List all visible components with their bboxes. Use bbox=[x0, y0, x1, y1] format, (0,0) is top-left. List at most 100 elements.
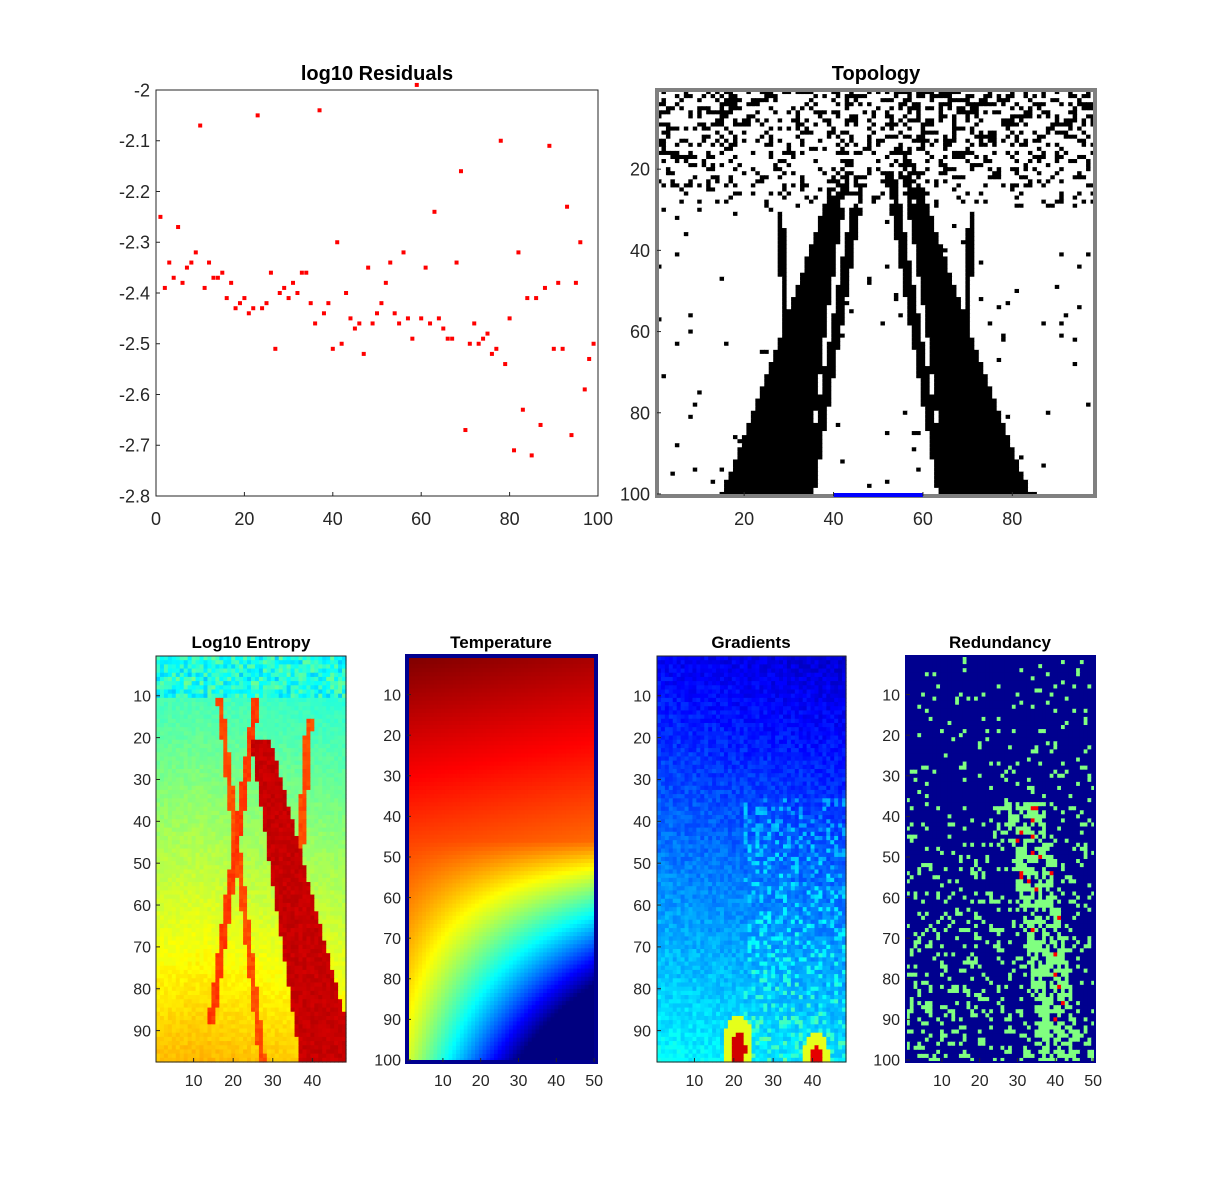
y-tick-label: 50 bbox=[383, 850, 401, 867]
y-tick-label: 60 bbox=[133, 898, 151, 915]
scatter-point bbox=[291, 281, 295, 285]
scatter-point bbox=[468, 342, 472, 346]
scatter-point bbox=[189, 261, 193, 265]
y-tick-label: 10 bbox=[133, 689, 151, 706]
scatter-point bbox=[371, 321, 375, 325]
scatter-point bbox=[273, 347, 277, 351]
y-tick-label: 60 bbox=[630, 322, 650, 342]
y-tick-label: 20 bbox=[630, 160, 650, 180]
y-tick-label: -2.2 bbox=[119, 182, 150, 202]
y-tick-label: 90 bbox=[633, 1023, 651, 1040]
y-tick-label: 40 bbox=[133, 814, 151, 831]
panel-title: Topology bbox=[832, 63, 921, 85]
x-tick-label: 10 bbox=[686, 1073, 704, 1090]
plot-area bbox=[156, 90, 598, 496]
y-tick-label: 60 bbox=[383, 890, 401, 907]
scatter-point bbox=[287, 296, 291, 300]
scatter-point bbox=[578, 240, 582, 244]
scatter-point bbox=[251, 306, 255, 310]
y-tick-label: 30 bbox=[633, 772, 651, 789]
y-tick-label: 10 bbox=[882, 687, 900, 704]
y-tick-label: -2.7 bbox=[119, 436, 150, 456]
x-tick-label: 40 bbox=[303, 1073, 321, 1090]
scatter-point bbox=[419, 316, 423, 320]
scatter-point bbox=[300, 271, 304, 275]
heatmap-image bbox=[657, 656, 847, 1063]
scatter-point bbox=[393, 311, 397, 315]
x-tick-label: 30 bbox=[764, 1073, 782, 1090]
y-tick-label: 80 bbox=[882, 972, 900, 989]
scatter-point bbox=[278, 291, 282, 295]
scatter-point bbox=[459, 169, 463, 173]
boundary-marker bbox=[834, 493, 923, 497]
scatter-point bbox=[348, 316, 352, 320]
panel-title: Redundancy bbox=[949, 633, 1052, 652]
panel-title: Temperature bbox=[450, 633, 552, 652]
x-tick-label: 50 bbox=[1084, 1073, 1102, 1090]
x-tick-label: 40 bbox=[323, 509, 343, 529]
scatter-point bbox=[472, 321, 476, 325]
scatter-point bbox=[463, 428, 467, 432]
scatter-point bbox=[229, 281, 233, 285]
y-tick-label: -2.4 bbox=[119, 283, 150, 303]
scatter-point bbox=[256, 113, 260, 117]
scatter-point bbox=[384, 281, 388, 285]
x-tick-label: 10 bbox=[434, 1073, 452, 1090]
y-tick-label: -2.3 bbox=[119, 233, 150, 253]
y-tick-label: 20 bbox=[882, 728, 900, 745]
y-tick-label: 20 bbox=[633, 730, 651, 747]
x-tick-label: 10 bbox=[185, 1073, 203, 1090]
y-tick-label: 30 bbox=[882, 769, 900, 786]
scatter-point bbox=[158, 215, 162, 219]
scatter-point bbox=[446, 337, 450, 341]
x-tick-label: 100 bbox=[583, 509, 613, 529]
scatter-point bbox=[534, 296, 538, 300]
scatter-point bbox=[203, 286, 207, 290]
scatter-point bbox=[490, 352, 494, 356]
scatter-point bbox=[521, 408, 525, 412]
x-tick-label: 60 bbox=[411, 509, 431, 529]
scatter-point bbox=[340, 342, 344, 346]
y-tick-label: 80 bbox=[633, 982, 651, 999]
scatter-point bbox=[530, 453, 534, 457]
scatter-point bbox=[565, 205, 569, 209]
scatter-point bbox=[331, 347, 335, 351]
scatter-point bbox=[486, 332, 490, 336]
scatter-point bbox=[176, 225, 180, 229]
x-tick-label: 20 bbox=[725, 1073, 743, 1090]
y-tick-label: 100 bbox=[620, 484, 650, 504]
scatter-point bbox=[508, 316, 512, 320]
scatter-point bbox=[388, 261, 392, 265]
x-tick-label: 40 bbox=[824, 509, 844, 529]
y-tick-label: 50 bbox=[633, 856, 651, 873]
scatter-point bbox=[366, 266, 370, 270]
panel-title: log10 Residuals bbox=[301, 63, 453, 85]
scatter-point bbox=[539, 423, 543, 427]
scatter-point bbox=[172, 276, 176, 280]
x-tick-label: 40 bbox=[804, 1073, 822, 1090]
scatter-point bbox=[402, 250, 406, 254]
scatter-point bbox=[379, 301, 383, 305]
x-tick-label: 40 bbox=[1046, 1073, 1064, 1090]
y-tick-label: 40 bbox=[882, 809, 900, 826]
panel-entropy: Log10 Entropy 10 20 30 40 10203040506070809… bbox=[133, 633, 346, 1090]
y-tick-label: 90 bbox=[133, 1023, 151, 1040]
scatter-point bbox=[406, 316, 410, 320]
panel-temperature: Temperature 10 20 30 40 50 10203040506070809… bbox=[374, 633, 603, 1090]
scatter-point bbox=[326, 301, 330, 305]
y-tick-label: 90 bbox=[882, 1012, 900, 1029]
scatter-point bbox=[265, 301, 269, 305]
x-tick-label: 20 bbox=[224, 1073, 242, 1090]
x-tick-label: 40 bbox=[547, 1073, 565, 1090]
y-tick-label: 40 bbox=[383, 809, 401, 826]
scatter-point bbox=[309, 301, 313, 305]
scatter-point bbox=[552, 347, 556, 351]
y-tick-label: 60 bbox=[882, 890, 900, 907]
y-tick-label: 50 bbox=[882, 850, 900, 867]
scatter-point bbox=[583, 387, 587, 391]
scatter-point bbox=[543, 286, 547, 290]
scatter-point bbox=[516, 250, 520, 254]
y-tick-label: 60 bbox=[633, 898, 651, 915]
